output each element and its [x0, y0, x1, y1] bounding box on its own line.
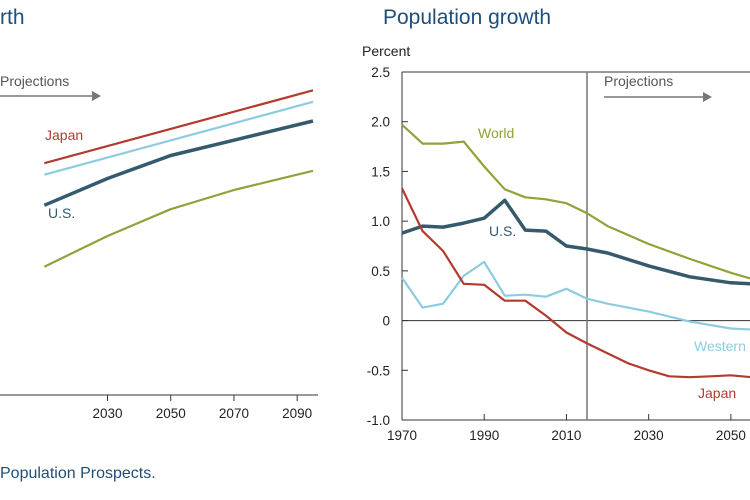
left-series-label-japan: Japan — [45, 127, 83, 143]
right-x-tick-label-1970: 1970 — [387, 428, 417, 443]
right-y-tick-label-0-5: 0.5 — [371, 264, 390, 279]
left-x-tick-label-2030: 2030 — [92, 406, 122, 421]
source-note: Population Prospects. — [0, 465, 156, 482]
right-series-line-western — [401, 260, 750, 331]
right-x-tick-label-2010: 2010 — [551, 428, 581, 443]
right-x-tick-label-2050: 2050 — [716, 428, 746, 443]
left-x-tick-label-2070: 2070 — [219, 406, 249, 421]
right-series-line-japan — [401, 187, 750, 379]
left-series-label-u-s: U.S. — [48, 205, 75, 221]
left-series-line-japan — [44, 89, 314, 165]
left-x-tick-label-2090: 2090 — [282, 406, 312, 421]
left-series-line-u-s — [43, 119, 314, 207]
left-projections-label: Projections — [0, 73, 69, 89]
right-projections-label: Projections — [604, 73, 673, 89]
right-y-tick-label-1-0: 1.0 — [371, 214, 390, 229]
right-series-label-world: World — [478, 125, 514, 141]
right-y-tick-label-1-5: 1.5 — [371, 164, 390, 179]
right-projections-arrowhead — [703, 92, 712, 102]
left-chart-title: rth — [0, 6, 25, 29]
right-chart-panel: Population growth Percent 2.5 2.0 1.5 1.0 0.5 0… — [362, 6, 750, 443]
right-y-tick-label-0-5: -0.5 — [367, 363, 390, 378]
right-series-line-world — [401, 123, 750, 280]
right-series-label-western: Western — [694, 338, 746, 354]
right-series-label-u-s: U.S. — [489, 223, 516, 239]
right-y-tick-label-1-0: -1.0 — [367, 413, 390, 428]
right-x-tick-label-1990: 1990 — [469, 428, 499, 443]
right-y-axis-unit-label: Percent — [362, 43, 410, 59]
right-x-tick-label-2030: 2030 — [634, 428, 664, 443]
right-y-tick-label-0: 0 — [382, 314, 390, 329]
left-x-tick-label-2050: 2050 — [156, 406, 186, 421]
right-y-tick-label-2-0: 2.0 — [371, 115, 390, 130]
right-y-tick-label-2-5: 2.5 — [371, 65, 390, 80]
left-series-line-unlabeled-3 — [43, 169, 314, 268]
left-series-line-unlabeled-1 — [44, 100, 314, 176]
left-projections-arrowhead — [92, 91, 101, 101]
right-chart-title: Population growth — [383, 6, 551, 29]
right-series-line-u-s — [401, 198, 750, 286]
left-chart-panel: rth Projections 2030 2050 2070 2090 Japan U.S. — [0, 6, 318, 421]
right-series-label-japan: Japan — [698, 385, 736, 401]
